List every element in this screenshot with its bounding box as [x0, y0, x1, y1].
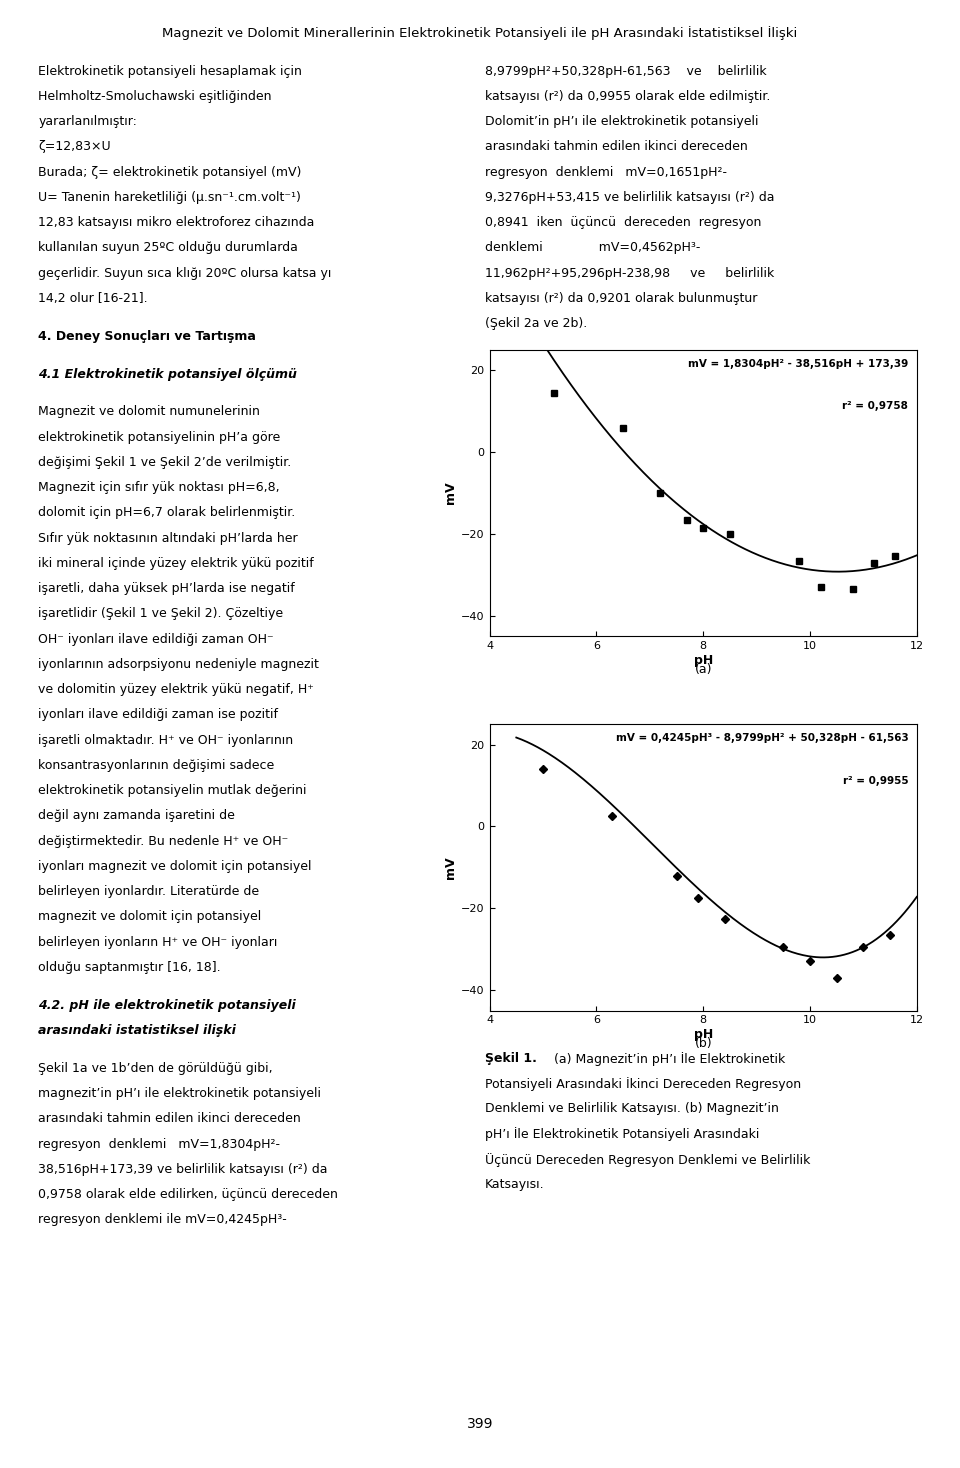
Text: denklemi              mV=0,4562pH³-: denklemi mV=0,4562pH³- [485, 241, 700, 254]
Text: 0,9758 olarak elde edilirken, üçüncü dereceden: 0,9758 olarak elde edilirken, üçüncü der… [38, 1188, 338, 1201]
Text: Potansiyeli Arasındaki İkinci Dereceden Regresyon: Potansiyeli Arasındaki İkinci Dereceden … [485, 1078, 801, 1091]
Text: regresyon  denklemi   mV=1,8304pH²-: regresyon denklemi mV=1,8304pH²- [38, 1138, 280, 1151]
Text: Magnezit ve Dolomit Minerallerinin Elektrokinetik Potansiyeli ile pH Arasındaki : Magnezit ve Dolomit Minerallerinin Elekt… [162, 26, 798, 41]
Text: 14,2 olur [16-21].: 14,2 olur [16-21]. [38, 292, 148, 305]
Text: arasındaki istatistiksel ilişki: arasındaki istatistiksel ilişki [38, 1025, 236, 1036]
Text: r² = 0,9955: r² = 0,9955 [843, 775, 908, 785]
Text: (Şekil 2a ve 2b).: (Şekil 2a ve 2b). [485, 317, 588, 330]
Text: belirleyen iyonların H⁺ ve OH⁻ iyonları: belirleyen iyonların H⁺ ve OH⁻ iyonları [38, 935, 277, 948]
Text: geçerlidir. Suyun sıca klığı 20ºC olursa katsa yı: geçerlidir. Suyun sıca klığı 20ºC olursa… [38, 267, 332, 279]
Text: iki mineral içinde yüzey elektrik yükü pozitif: iki mineral içinde yüzey elektrik yükü p… [38, 556, 314, 570]
Text: 0,8941  iken  üçüncü  dereceden  regresyon: 0,8941 iken üçüncü dereceden regresyon [485, 216, 761, 229]
Text: 11,962pH²+95,296pH-238,98     ve     belirlilik: 11,962pH²+95,296pH-238,98 ve belirlilik [485, 267, 774, 279]
Text: işaretli olmaktadır. H⁺ ve OH⁻ iyonlarının: işaretli olmaktadır. H⁺ ve OH⁻ iyonların… [38, 734, 294, 747]
Text: (b): (b) [694, 1036, 712, 1050]
Text: yararlanılmıştır:: yararlanılmıştır: [38, 115, 137, 128]
Text: 399: 399 [467, 1417, 493, 1431]
Text: 4. Deney Sonuçları ve Tartışma: 4. Deney Sonuçları ve Tartışma [38, 330, 256, 342]
Text: 4.1 Elektrokinetik potansiyel ölçümü: 4.1 Elektrokinetik potansiyel ölçümü [38, 367, 298, 380]
Text: pH’ı İle Elektrokinetik Potansiyeli Arasındaki: pH’ı İle Elektrokinetik Potansiyeli Aras… [485, 1127, 759, 1141]
Text: Şekil 1a ve 1b’den de görüldüğü gibi,: Şekil 1a ve 1b’den de görüldüğü gibi, [38, 1061, 273, 1075]
Text: magnezit ve dolomit için potansiyel: magnezit ve dolomit için potansiyel [38, 910, 262, 923]
Text: (a): (a) [694, 662, 712, 675]
Text: mV = 1,8304pH² - 38,516pH + 173,39: mV = 1,8304pH² - 38,516pH + 173,39 [688, 358, 908, 368]
Text: kullanılan suyun 25ºC olduğu durumlarda: kullanılan suyun 25ºC olduğu durumlarda [38, 241, 299, 254]
Text: konsantrasyonlarının değişimi sadece: konsantrasyonlarının değişimi sadece [38, 759, 275, 772]
Text: magnezit’in pH’ı ile elektrokinetik potansiyeli: magnezit’in pH’ı ile elektrokinetik pota… [38, 1088, 322, 1100]
Text: iyonları ilave edildiği zaman ise pozitif: iyonları ilave edildiği zaman ise poziti… [38, 709, 278, 721]
Text: katsayısı (r²) da 0,9201 olarak bulunmuştur: katsayısı (r²) da 0,9201 olarak bulunmuş… [485, 292, 757, 305]
Text: 38,516pH+173,39 ve belirlilik katsayısı (r²) da: 38,516pH+173,39 ve belirlilik katsayısı … [38, 1163, 328, 1176]
Text: (a) Magnezit’in pH’ı İle Elektrokinetik: (a) Magnezit’in pH’ı İle Elektrokinetik [550, 1051, 785, 1066]
Text: Şekil 1.: Şekil 1. [485, 1051, 537, 1064]
Text: Magnezit için sıfır yük noktası pH=6,8,: Magnezit için sıfır yük noktası pH=6,8, [38, 482, 280, 495]
Text: Katsayısı.: Katsayısı. [485, 1177, 544, 1191]
Text: OH⁻ iyonları ilave edildiği zaman OH⁻: OH⁻ iyonları ilave edildiği zaman OH⁻ [38, 633, 274, 646]
Text: mV = 0,4245pH³ - 8,9799pH² + 50,328pH - 61,563: mV = 0,4245pH³ - 8,9799pH² + 50,328pH - … [615, 733, 908, 743]
Text: Burada; ζ= elektrokinetik potansiyel (mV): Burada; ζ= elektrokinetik potansiyel (mV… [38, 166, 301, 179]
Text: Denklemi ve Belirlilik Katsayısı. (b) Magnezit’in: Denklemi ve Belirlilik Katsayısı. (b) Ma… [485, 1102, 779, 1116]
Text: Helmholtz-Smoluchawski eşitliğinden: Helmholtz-Smoluchawski eşitliğinden [38, 90, 272, 103]
Text: dolomit için pH=6,7 olarak belirlenmiştir.: dolomit için pH=6,7 olarak belirlenmişti… [38, 506, 296, 520]
Text: 9,3276pH+53,415 ve belirlilik katsayısı (r²) da: 9,3276pH+53,415 ve belirlilik katsayısı … [485, 191, 775, 204]
Text: işaretlidir (Şekil 1 ve Şekil 2). Çözeltiye: işaretlidir (Şekil 1 ve Şekil 2). Çözelt… [38, 608, 283, 621]
Text: arasındaki tahmin edilen ikinci dereceden: arasındaki tahmin edilen ikinci derecede… [485, 141, 748, 153]
Text: olduğu saptanmıştır [16, 18].: olduğu saptanmıştır [16, 18]. [38, 962, 221, 973]
Text: iyonları magnezit ve dolomit için potansiyel: iyonları magnezit ve dolomit için potans… [38, 860, 312, 873]
Text: U= Tanenin hareketliliği (μ.sn⁻¹.cm.volt⁻¹): U= Tanenin hareketliliği (μ.sn⁻¹.cm.volt… [38, 191, 301, 204]
Text: Sıfır yük noktasının altındaki pH’larda her: Sıfır yük noktasının altındaki pH’larda … [38, 531, 298, 545]
Text: işaretli, daha yüksek pH’larda ise negatif: işaretli, daha yüksek pH’larda ise negat… [38, 583, 295, 595]
Text: Elektrokinetik potansiyeli hesaplamak için: Elektrokinetik potansiyeli hesaplamak iç… [38, 65, 302, 78]
Text: katsayısı (r²) da 0,9955 olarak elde edilmiştir.: katsayısı (r²) da 0,9955 olarak elde edi… [485, 90, 770, 103]
Y-axis label: mV: mV [444, 482, 457, 505]
Text: r² = 0,9758: r² = 0,9758 [842, 401, 908, 411]
X-axis label: pH: pH [693, 1028, 713, 1041]
Text: iyonlarının adsorpsiyonu nedeniyle magnezit: iyonlarının adsorpsiyonu nedeniyle magne… [38, 658, 320, 671]
Text: regresyon denklemi ile mV=0,4245pH³-: regresyon denklemi ile mV=0,4245pH³- [38, 1214, 287, 1226]
Y-axis label: mV: mV [444, 856, 457, 879]
Text: değişimi Şekil 1 ve Şekil 2’de verilmiştir.: değişimi Şekil 1 ve Şekil 2’de verilmişt… [38, 457, 292, 468]
Text: 8,9799pH²+50,328pH-61,563    ve    belirlilik: 8,9799pH²+50,328pH-61,563 ve belirlilik [485, 65, 766, 78]
Text: Magnezit ve dolomit numunelerinin: Magnezit ve dolomit numunelerinin [38, 405, 260, 418]
Text: 4.2. pH ile elektrokinetik potansiyeli: 4.2. pH ile elektrokinetik potansiyeli [38, 998, 296, 1011]
Text: ve dolomitin yüzey elektrik yükü negatif, H⁺: ve dolomitin yüzey elektrik yükü negatif… [38, 683, 314, 696]
Text: Dolomit’in pH’ı ile elektrokinetik potansiyeli: Dolomit’in pH’ı ile elektrokinetik potan… [485, 115, 758, 128]
Text: Üçüncü Dereceden Regresyon Denklemi ve Belirlilik: Üçüncü Dereceden Regresyon Denklemi ve B… [485, 1152, 810, 1167]
Text: değil aynı zamanda işaretini de: değil aynı zamanda işaretini de [38, 809, 235, 822]
Text: regresyon  denklemi   mV=0,1651pH²-: regresyon denklemi mV=0,1651pH²- [485, 166, 727, 179]
Text: elektrokinetik potansiyelinin pH’a göre: elektrokinetik potansiyelinin pH’a göre [38, 430, 280, 443]
Text: ζ=12,83×U: ζ=12,83×U [38, 141, 111, 153]
Text: arasındaki tahmin edilen ikinci dereceden: arasındaki tahmin edilen ikinci derecede… [38, 1113, 301, 1126]
Text: 12,83 katsayısı mikro elektroforez cihazında: 12,83 katsayısı mikro elektroforez cihaz… [38, 216, 315, 229]
X-axis label: pH: pH [693, 653, 713, 666]
Text: değiştirmektedir. Bu nedenle H⁺ ve OH⁻: değiştirmektedir. Bu nedenle H⁺ ve OH⁻ [38, 835, 289, 847]
Text: elektrokinetik potansiyelin mutlak değerini: elektrokinetik potansiyelin mutlak değer… [38, 784, 307, 797]
Text: belirleyen iyonlardır. Literatürde de: belirleyen iyonlardır. Literatürde de [38, 885, 259, 898]
